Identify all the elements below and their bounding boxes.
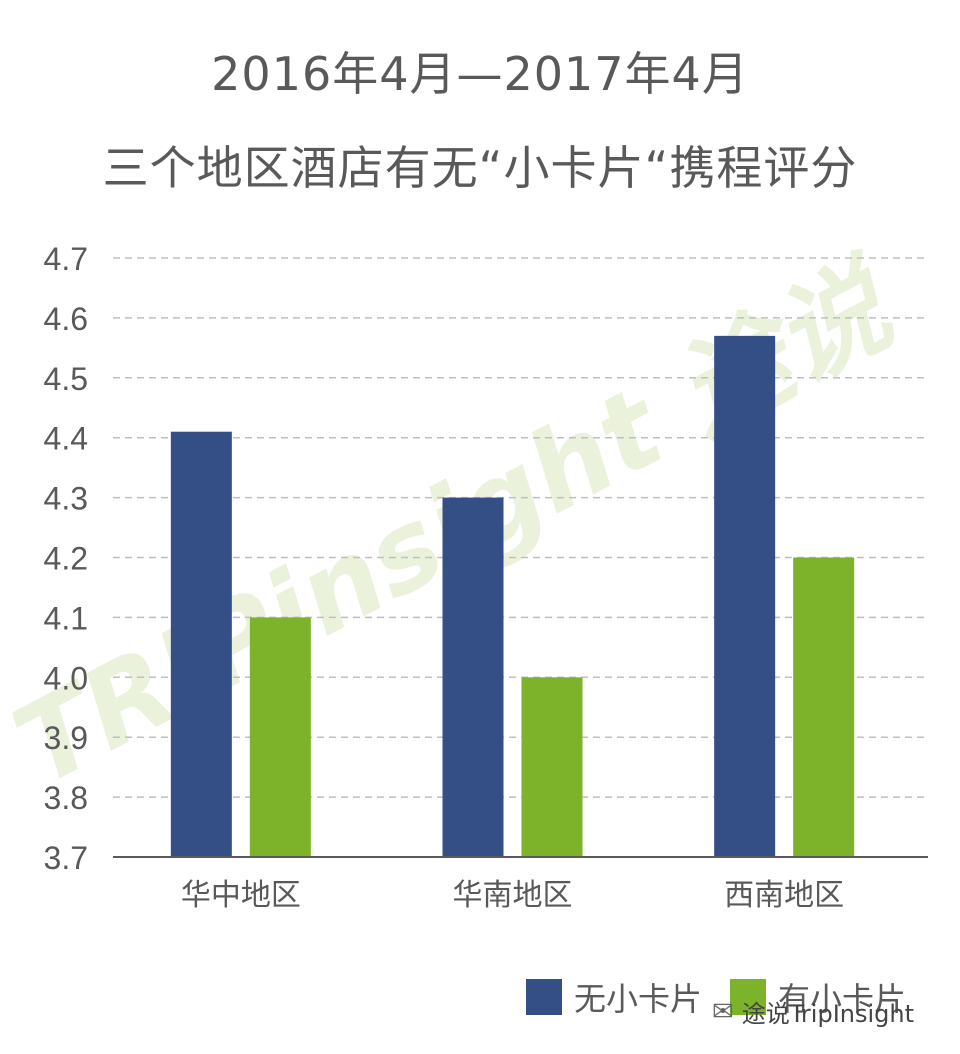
bar-without-card — [714, 335, 776, 857]
source-credit: ✉ 途说TripInsight — [712, 994, 914, 1029]
bar-without-card — [442, 497, 504, 857]
legend-label-2: 有小卡片 — [778, 980, 907, 1018]
bar-with-card — [521, 677, 583, 857]
source-text: 途说TripInsight — [741, 1000, 915, 1028]
x-tick-label: 华中地区 — [181, 878, 301, 913]
wechat-icon: ✉ — [712, 996, 734, 1027]
chart-title: 2016年4月—2017年4月 — [211, 47, 749, 101]
y-tick-label: 4.1 — [44, 600, 88, 636]
chart-subtitle: 三个地区酒店有无“小卡片“携程评分 — [102, 141, 858, 195]
legend: 无小卡片 有小卡片 — [526, 974, 934, 1020]
legend-label-1: 无小卡片 — [574, 980, 703, 1018]
y-tick-label: 4.2 — [44, 541, 88, 577]
y-tick-label: 4.4 — [44, 421, 88, 457]
y-tick-label: 4.6 — [44, 301, 88, 337]
y-tick-label: 3.9 — [44, 720, 88, 756]
legend-item-2: 有小卡片 — [730, 974, 906, 1020]
y-tick-label: 4.0 — [44, 660, 88, 696]
y-tick-label: 3.7 — [44, 840, 88, 876]
legend-swatch-2 — [730, 979, 767, 1015]
legend-swatch-1 — [526, 979, 562, 1015]
bar-without-card — [170, 431, 232, 857]
legend-item-1: 无小卡片 — [526, 974, 702, 1020]
y-tick-label: 4.5 — [44, 361, 88, 397]
bar-with-card — [249, 617, 311, 857]
y-tick-label: 4.7 — [44, 241, 88, 277]
x-tick-label: 西南地区 — [724, 878, 844, 913]
x-tick-label: 华南地区 — [453, 878, 573, 913]
bar-with-card — [793, 557, 855, 857]
y-tick-label: 4.3 — [44, 481, 88, 517]
y-tick-label: 3.8 — [44, 780, 88, 816]
